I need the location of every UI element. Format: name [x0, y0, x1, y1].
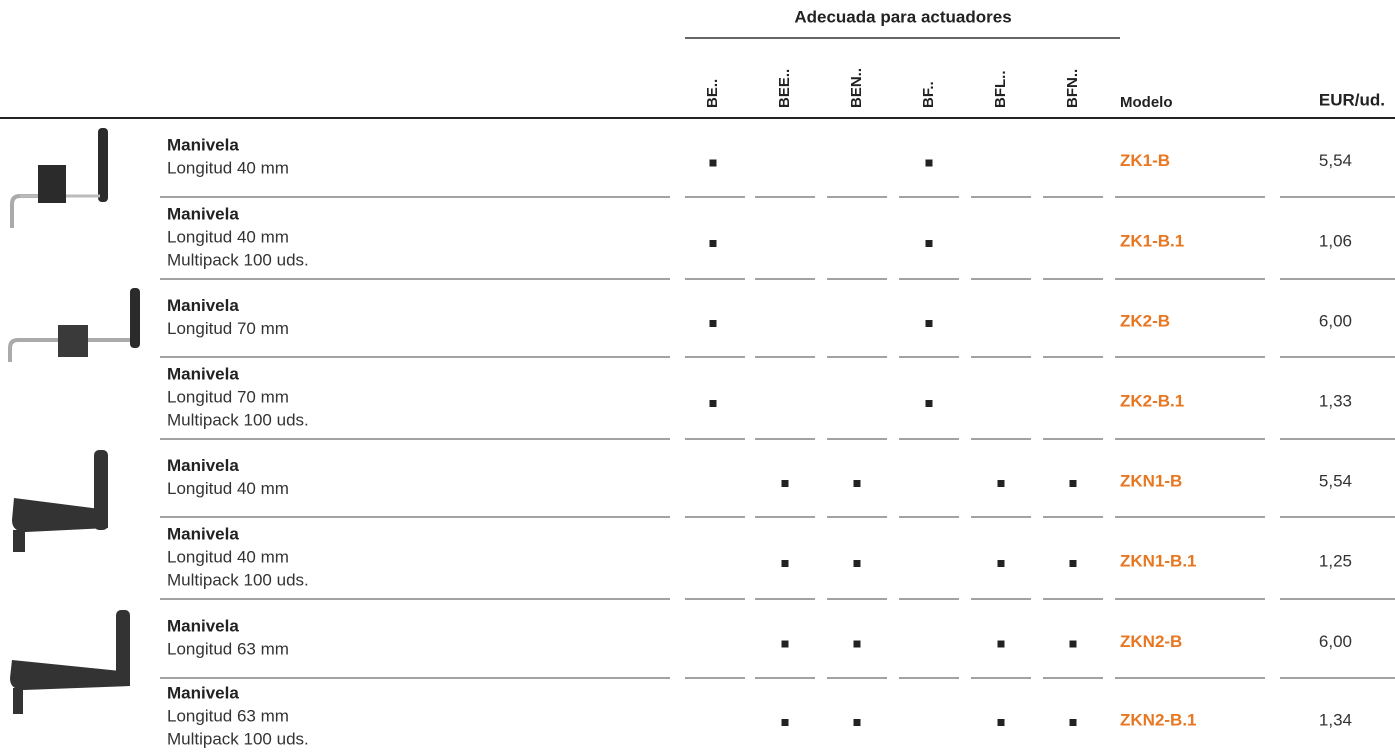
product-detail: Multipack 100 uds.	[167, 729, 309, 748]
price: 1,34	[1319, 710, 1352, 729]
suitability-marker	[853, 640, 861, 648]
product-title: Manivela	[167, 204, 239, 223]
suitability-marker	[709, 240, 717, 247]
group-title: Adecuada para actuadores	[794, 7, 1011, 26]
product-detail: Longitud 40 mm	[167, 547, 289, 566]
model-link: ZK2-B	[1120, 311, 1170, 330]
suitability-marker	[709, 400, 717, 407]
product-detail: Longitud 70 mm	[167, 387, 289, 406]
model-link: ZKN1-B.1	[1120, 551, 1197, 570]
model-link: ZKN1-B	[1120, 471, 1182, 490]
actuator-header: BE..	[704, 79, 721, 108]
price: 5,54	[1319, 471, 1352, 490]
product-image	[10, 610, 130, 714]
model-header: Modelo	[1120, 94, 1173, 111]
product-detail: Longitud 40 mm	[167, 158, 289, 177]
model-link: ZKN2-B	[1120, 632, 1182, 651]
actuator-header: BEN..	[848, 68, 865, 108]
price: 6,00	[1319, 311, 1352, 330]
product-title: Manivela	[167, 683, 239, 702]
actuator-header: BFN..	[1064, 69, 1081, 108]
product-detail: Longitud 63 mm	[167, 706, 289, 725]
suitability-marker	[1069, 719, 1077, 726]
suitability-marker	[925, 320, 933, 327]
suitability-marker	[781, 480, 789, 487]
suitability-marker	[997, 719, 1005, 726]
price: 5,54	[1319, 151, 1352, 170]
suitability-marker	[781, 719, 789, 726]
price: 1,33	[1319, 391, 1352, 410]
product-detail: Longitud 40 mm	[167, 479, 289, 498]
model-link: ZK1-B.1	[1120, 231, 1184, 250]
model-link: ZKN2-B.1	[1120, 710, 1197, 729]
product-detail: Multipack 100 uds.	[167, 410, 309, 429]
suitability-marker	[997, 560, 1005, 567]
product-detail: Longitud 40 mm	[167, 227, 289, 246]
price: 1,06	[1319, 231, 1352, 250]
suitability-marker	[997, 480, 1005, 487]
suitability-marker	[997, 640, 1005, 648]
product-title: Manivela	[167, 296, 239, 315]
price: 1,25	[1319, 551, 1352, 570]
suitability-marker	[709, 320, 717, 327]
suitability-marker	[853, 719, 861, 726]
product-detail: Multipack 100 uds.	[167, 570, 309, 589]
product-title: Manivela	[167, 135, 239, 154]
model-link: ZK2-B.1	[1120, 391, 1184, 410]
suitability-marker	[1069, 480, 1077, 487]
model-link: ZK1-B	[1120, 151, 1170, 170]
product-image	[8, 288, 140, 362]
price: 6,00	[1319, 632, 1352, 651]
suitability-marker	[781, 640, 789, 648]
product-detail: Multipack 100 uds.	[167, 250, 309, 269]
product-title: Manivela	[167, 524, 239, 543]
product-title: Manivela	[167, 456, 239, 475]
suitability-marker	[1069, 560, 1077, 567]
actuator-header: BF..	[920, 81, 937, 108]
suitability-marker	[781, 560, 789, 567]
product-detail: Longitud 70 mm	[167, 319, 289, 338]
actuator-header: BEE..	[776, 69, 793, 108]
suitability-marker	[925, 240, 933, 247]
suitability-marker	[1069, 640, 1077, 648]
product-title: Manivela	[167, 364, 239, 383]
suitability-marker	[709, 159, 717, 167]
price-header: EUR/ud.	[1319, 90, 1385, 109]
product-detail: Longitud 63 mm	[167, 639, 289, 658]
suitability-marker	[925, 400, 933, 407]
product-image	[10, 128, 108, 228]
suitability-marker	[925, 159, 933, 167]
product-title: Manivela	[167, 616, 239, 635]
suitability-marker	[853, 560, 861, 567]
product-image	[12, 450, 108, 552]
actuator-header: BFL..	[992, 71, 1009, 109]
suitability-marker	[853, 480, 861, 487]
